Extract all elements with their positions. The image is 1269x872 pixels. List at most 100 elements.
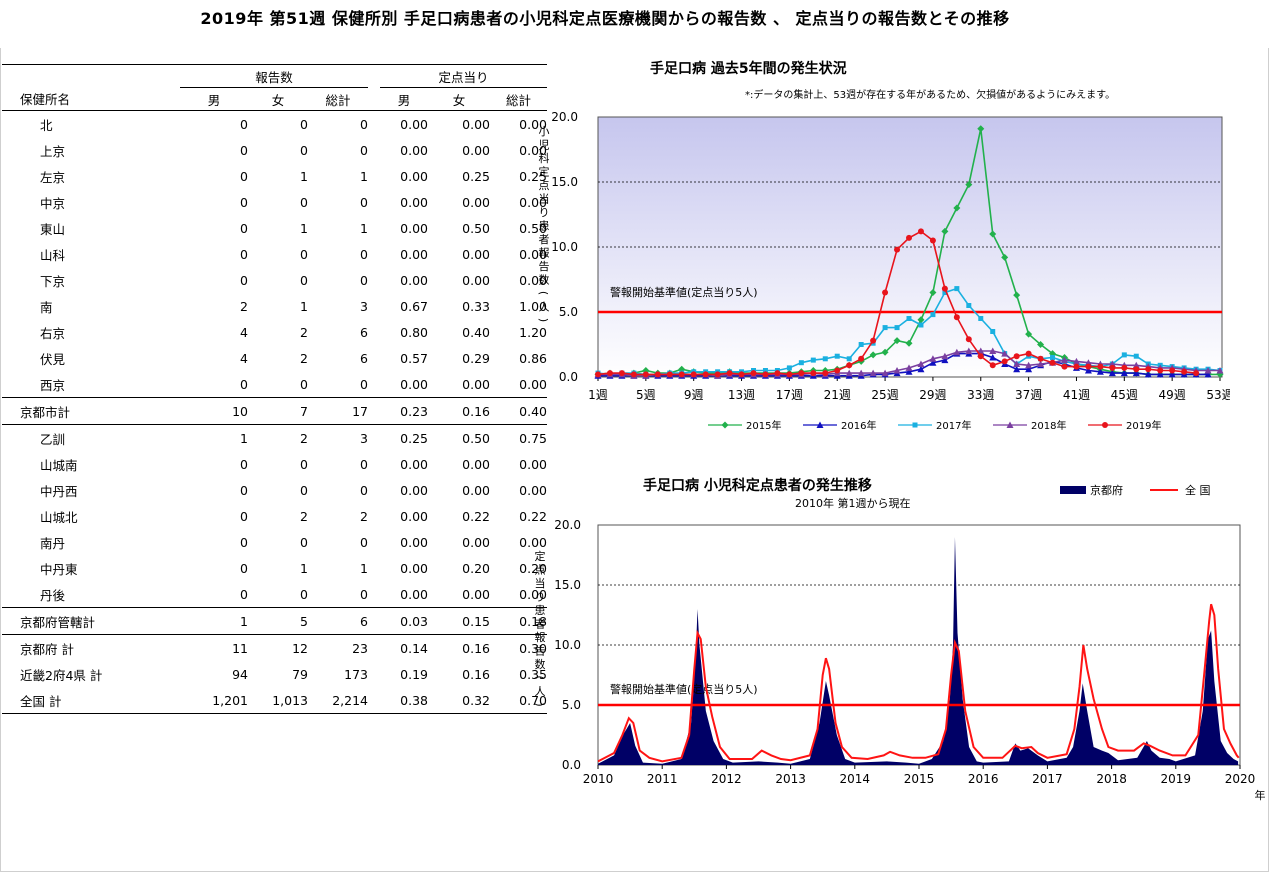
row-per-total: 0.00 — [519, 482, 547, 498]
chart1-point — [1037, 341, 1045, 348]
row-male: 10 — [180, 397, 248, 425]
chart1-point — [678, 371, 685, 378]
row-per-total: 0.70 — [490, 687, 547, 714]
row-per-female: 0.00 — [462, 142, 490, 158]
row-total: 0 — [360, 456, 368, 472]
row-per-male: 0.00 — [400, 586, 428, 602]
row-per-female: 0.00 — [462, 534, 490, 550]
chart2-x-tick-label: 2012 — [711, 772, 742, 786]
chart2-y-axis-label-glyph: 患 — [535, 604, 546, 617]
chart1-point — [1050, 355, 1056, 360]
chart1-point — [1037, 360, 1045, 367]
row-per-total: 0.00 — [519, 142, 547, 158]
table-row: 上京 0 0 0 0.00 0.00 0.00 — [2, 137, 547, 163]
chart1-y-axis-label-glyph: 点 — [539, 179, 550, 192]
chart2-y-axis-label-glyph: 定 — [535, 549, 546, 563]
chart2-x-tick-label: 2014 — [840, 772, 871, 786]
row-male: 0 — [240, 586, 248, 602]
chart2-x-tick-label: 2019 — [1161, 772, 1192, 786]
row-name: 全国 計 — [2, 687, 180, 714]
row-per-female: 0.29 — [462, 350, 490, 366]
row-gap — [368, 397, 380, 425]
row-per-male: 0.00 — [400, 272, 428, 288]
chart1-point — [1132, 369, 1140, 377]
chart1-point — [1025, 330, 1033, 338]
row-female: 1 — [300, 560, 308, 576]
row-per-male: 0.19 — [400, 666, 428, 682]
row-male: 4 — [240, 324, 248, 340]
row-female: 2 — [300, 508, 308, 524]
chart1-point — [1157, 367, 1164, 374]
chart1-point — [1049, 359, 1056, 366]
chart1-legend-marker — [816, 421, 824, 428]
row-gap — [368, 451, 380, 477]
row-name: 北 — [40, 117, 53, 133]
row-male: 1 — [180, 607, 248, 635]
header-per-sentinel: 定点当り — [380, 64, 547, 88]
chart1-point — [941, 285, 948, 292]
chart1-point — [930, 312, 936, 318]
row-gap — [368, 529, 380, 555]
row-name: 山科 — [40, 247, 66, 263]
header-health-center: 保健所名 — [2, 87, 180, 111]
chart1-point — [929, 359, 937, 366]
row-female: 0 — [300, 142, 308, 158]
chart1-point — [846, 356, 852, 362]
chart1-point — [630, 371, 637, 378]
chart2-y-tick-label: 20.0 — [554, 518, 581, 532]
chart2-series-line-national — [597, 603, 1240, 763]
row-gap — [368, 293, 380, 319]
row-per-female: 0.50 — [462, 220, 490, 236]
chart1-point — [666, 371, 673, 378]
row-gap — [368, 111, 380, 138]
chart1-weekly-line-chart: 警報開始基準値(定点当り5人) 0.0 5.0 10.0 15.0 20.0 1週 5週 9週 1… — [537, 110, 1230, 432]
chart1-point — [1072, 357, 1080, 365]
row-female: 1,013 — [248, 687, 308, 714]
chart1-y-axis-label-glyph: 当 — [539, 192, 550, 206]
header-per-male: 男 — [380, 87, 428, 111]
chart1-point — [929, 237, 936, 244]
chart1-x-tick-label: 41週 — [1063, 388, 1090, 402]
row-name: 山城北 — [40, 509, 78, 525]
row-name: 下京 — [40, 273, 66, 289]
table-row: 乙訓 1 2 3 0.25 0.50 0.75 — [2, 424, 547, 451]
row-per-total: 0.00 — [519, 586, 547, 602]
table-row: 中京 0 0 0 0.00 0.00 0.00 — [2, 189, 547, 215]
chart2-alert-label: 警報開始基準値(定点当り5人) — [610, 682, 758, 696]
chart1-point — [941, 356, 949, 364]
chart1-y-axis-label-glyph: 児 — [539, 139, 550, 152]
row-per-total: 0.35 — [519, 666, 547, 682]
chart1-legend-label: 2015年 — [746, 419, 781, 432]
row-per-total: 0.00 — [519, 194, 547, 210]
row-total: 0 — [360, 272, 368, 288]
chart1-point — [941, 227, 949, 235]
row-male: 0 — [240, 246, 248, 262]
row-total: 1 — [360, 560, 368, 576]
row-name: 左京 — [40, 169, 66, 185]
chart1-point — [882, 289, 889, 296]
chart1-point — [702, 371, 709, 378]
chart1-point — [905, 339, 913, 347]
chart2-y-axis-label-glyph: 数 — [535, 658, 546, 671]
table-row: 右京 4 2 6 0.80 0.40 1.20 — [2, 319, 547, 345]
table-row: 左京 0 1 1 0.00 0.25 0.25 — [2, 163, 547, 189]
chart1-alert-label: 警報開始基準値(定点当り5人) — [610, 285, 758, 299]
table-row: 全国 計 1,201 1,013 2,214 0.38 0.32 0.70 — [2, 687, 547, 714]
row-per-male: 0.14 — [380, 634, 428, 661]
row-per-female: 0.16 — [428, 397, 490, 425]
chart2-y-tick-label: 5.0 — [562, 698, 581, 712]
chart1-y-axis-label-glyph: ( — [537, 291, 550, 295]
row-name: 近畿2府4県 計 — [20, 667, 103, 683]
row-per-male: 0.23 — [380, 397, 428, 425]
chart1-y-tick-label: 0.0 — [559, 370, 578, 384]
chart1-y-axis-label-glyph: ) — [537, 318, 550, 322]
row-male: 0 — [240, 168, 248, 184]
row-total: 2,214 — [308, 687, 368, 714]
chart2-legend-label-national: 全 国 — [1185, 483, 1211, 497]
row-gap — [368, 555, 380, 581]
chart1-point — [1168, 370, 1176, 378]
row-name: 南 — [40, 299, 53, 315]
row-gap — [368, 267, 380, 293]
row-per-female: 0.16 — [428, 634, 490, 661]
row-total: 6 — [308, 607, 368, 635]
